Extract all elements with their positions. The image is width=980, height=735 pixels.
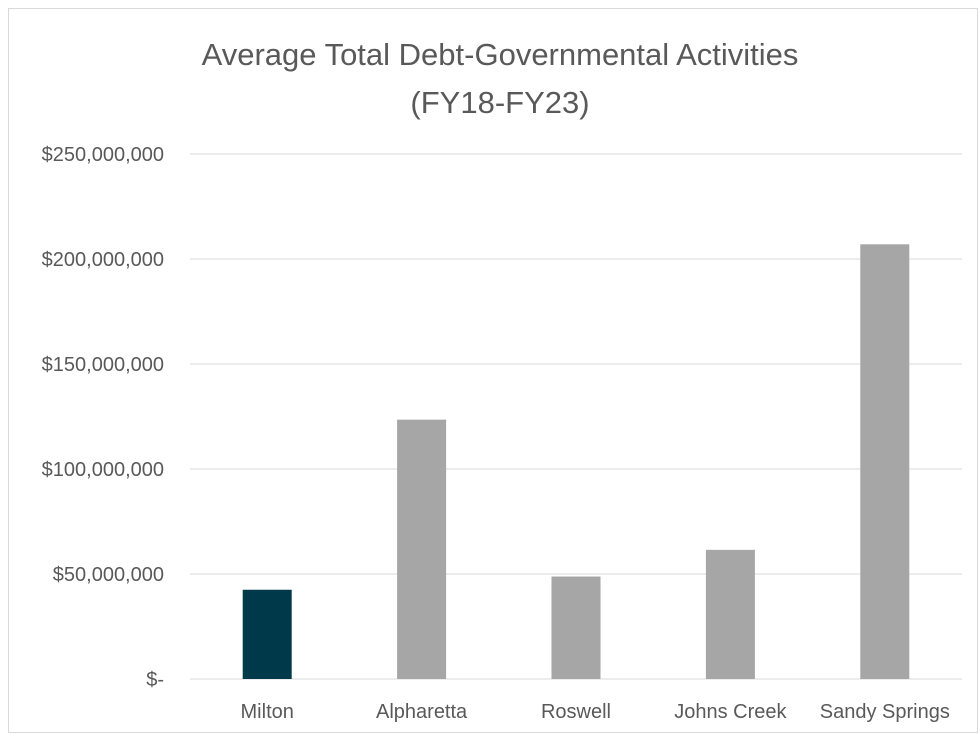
chart-frame — [8, 8, 978, 733]
bar-sandy-springs — [860, 244, 910, 680]
bar-alpharetta — [397, 419, 447, 679]
y-axis-ticks: $- $50,000,000 $100,000,000 $150,000,000 $20… — [42, 144, 164, 691]
x-category-label: Johns Creek — [674, 701, 787, 723]
y-tick-label: $- — [146, 669, 164, 691]
y-tick-label: $100,000,000 — [42, 459, 164, 481]
y-tick-label: $50,000,000 — [53, 564, 164, 586]
y-tick-label: $200,000,000 — [42, 249, 164, 271]
x-category-label: Alpharetta — [376, 701, 468, 723]
y-tick-label: $250,000,000 — [42, 144, 164, 166]
x-category-label: Sandy Springs — [820, 701, 950, 723]
bar-johns-creek — [705, 549, 755, 679]
chart-title-line-1: Average Total Debt-Governmental Activiti… — [202, 37, 799, 72]
x-category-label: Milton — [241, 701, 294, 723]
bar-roswell — [551, 576, 601, 679]
x-axis-categories: Milton Alpharetta Roswell Johns Creek Sandy … — [241, 701, 950, 723]
gridlines — [190, 153, 962, 680]
x-category-label: Roswell — [541, 701, 611, 723]
chart-title-line-2: (FY18-FY23) — [410, 85, 589, 120]
bars — [242, 244, 910, 680]
bar-milton — [242, 589, 292, 679]
y-tick-label: $150,000,000 — [42, 354, 164, 376]
